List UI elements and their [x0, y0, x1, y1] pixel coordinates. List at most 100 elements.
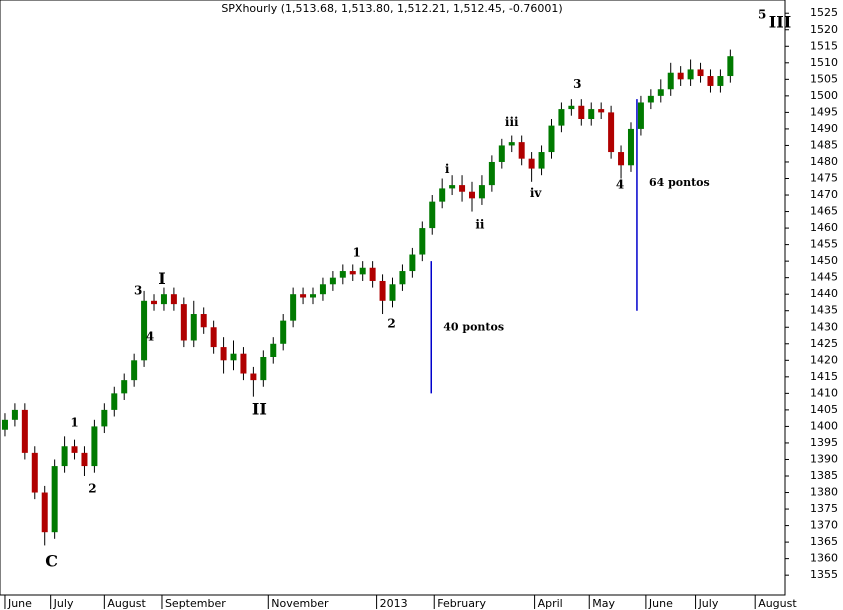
- wave-label: 2: [88, 482, 96, 496]
- candle-body: [578, 105, 585, 119]
- candle-body: [389, 284, 396, 301]
- y-tick-label: 1470: [810, 188, 838, 201]
- x-tick-label: 2013: [380, 597, 408, 610]
- candle-body: [608, 112, 615, 153]
- y-tick-label: 1490: [810, 122, 838, 135]
- y-tick-label: 1365: [810, 535, 838, 548]
- candle-body: [677, 72, 684, 80]
- candle-body: [270, 343, 277, 357]
- y-tick-label: 1505: [810, 72, 838, 85]
- candle-body: [131, 360, 138, 381]
- candle-body: [667, 72, 674, 90]
- candle-body: [170, 294, 177, 305]
- candle-body: [359, 267, 366, 275]
- candle-body: [498, 145, 505, 162]
- candle-body: [121, 380, 128, 394]
- candle-body: [319, 284, 326, 295]
- candle-body: [260, 357, 267, 381]
- wave-label: 4: [146, 330, 154, 344]
- x-tick-label: August: [758, 597, 797, 610]
- y-tick-label: 1400: [810, 419, 838, 432]
- candle-body: [657, 89, 664, 96]
- candle-body: [468, 191, 475, 199]
- candle-body: [399, 271, 406, 285]
- y-tick-label: 1355: [810, 568, 838, 581]
- candle-body: [200, 314, 207, 328]
- candle-body: [160, 294, 167, 305]
- candle-body: [518, 142, 525, 159]
- wave-label: I: [158, 269, 165, 288]
- y-tick-label: 1385: [810, 469, 838, 482]
- y-tick-label: 1475: [810, 172, 838, 185]
- candle-body: [190, 314, 197, 341]
- candle-body: [459, 185, 466, 192]
- candle-body: [508, 142, 515, 146]
- y-tick-label: 1435: [810, 304, 838, 317]
- candle-body: [151, 300, 158, 305]
- y-tick-label: 1420: [810, 353, 838, 366]
- y-tick-label: 1480: [810, 155, 838, 168]
- wave-label: 2: [387, 316, 395, 330]
- x-tick-label: May: [592, 597, 615, 610]
- y-tick-label: 1415: [810, 370, 838, 383]
- candle-body: [329, 277, 336, 285]
- wave-label: 3: [573, 77, 581, 91]
- candle-body: [548, 125, 555, 153]
- candle-body: [300, 294, 307, 298]
- candle-body: [41, 492, 48, 533]
- y-tick-label: 1425: [810, 337, 838, 350]
- y-tick-label: 1510: [810, 56, 838, 69]
- candle-body: [528, 158, 535, 169]
- measure-label: 64 pontos: [649, 176, 710, 189]
- candle-body: [280, 320, 287, 344]
- wave-label: C: [45, 551, 58, 570]
- candle-body: [71, 446, 78, 453]
- candle-body: [111, 393, 118, 410]
- candle-body: [349, 271, 356, 275]
- y-tick-label: 1515: [810, 39, 838, 52]
- wave-label: 3: [134, 283, 142, 297]
- candle-body: [637, 102, 644, 129]
- candle-body: [1, 419, 8, 430]
- wave-label: 4: [616, 178, 624, 192]
- y-tick-label: 1520: [810, 23, 838, 36]
- x-tick-label: September: [165, 597, 226, 610]
- y-tick-label: 1360: [810, 552, 838, 565]
- candle-body: [51, 466, 58, 533]
- candle-body: [647, 95, 654, 103]
- x-tick-label: June: [648, 597, 673, 610]
- candle-body: [478, 185, 485, 199]
- candle-body: [310, 294, 317, 298]
- candle-body: [220, 347, 227, 361]
- wave-label: 1: [70, 416, 78, 430]
- candle-body: [210, 327, 217, 348]
- x-tick-label: July: [53, 597, 74, 610]
- candle-body: [31, 452, 38, 493]
- y-tick-label: 1370: [810, 519, 838, 532]
- y-tick-label: 1445: [810, 271, 838, 284]
- candle-body: [687, 69, 694, 80]
- candle-body: [11, 409, 18, 420]
- y-tick-label: 1430: [810, 320, 838, 333]
- candle-body: [290, 294, 297, 321]
- candle-body: [91, 426, 98, 467]
- candle-body: [230, 353, 237, 361]
- candle-body: [240, 353, 247, 374]
- candle-body: [618, 152, 625, 166]
- y-tick-label: 1500: [810, 89, 838, 102]
- wave-label: ii: [475, 217, 485, 231]
- wave-label: iv: [530, 186, 543, 200]
- candle-body: [61, 446, 68, 467]
- y-tick-label: 1380: [810, 486, 838, 499]
- candle-body: [558, 109, 565, 126]
- wave-label: 1: [353, 245, 361, 259]
- wave-label: III: [769, 13, 791, 32]
- candle-body: [717, 76, 724, 86]
- candle-body: [598, 109, 605, 113]
- candle-body: [707, 76, 714, 86]
- y-tick-label: 1450: [810, 254, 838, 267]
- x-tick-label: April: [538, 597, 563, 610]
- x-tick-label: June: [7, 597, 32, 610]
- x-tick-label: November: [271, 597, 329, 610]
